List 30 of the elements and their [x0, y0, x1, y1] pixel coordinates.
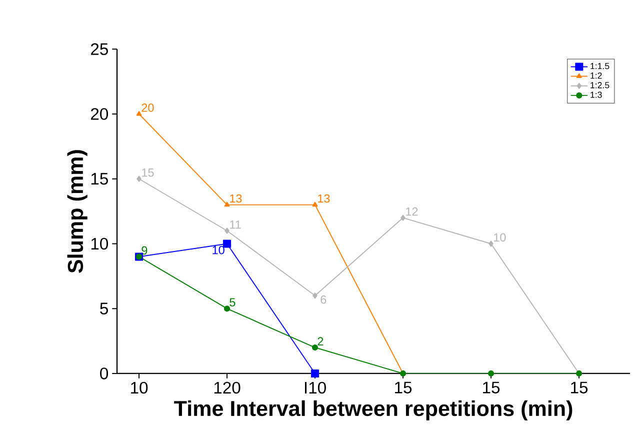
legend-label: 1:1.5	[590, 62, 610, 70]
data-label: 10	[212, 246, 224, 254]
y-axis-title: Slump (mm)	[67, 150, 88, 273]
data-label: 20	[142, 103, 154, 112]
data-label: 2	[318, 337, 324, 346]
data-label: 9	[142, 246, 148, 254]
data-label: 12	[406, 207, 418, 216]
legend-label: 1:2.5	[590, 82, 610, 88]
y-tick-label: 20	[91, 108, 108, 120]
data-label: 5	[230, 298, 236, 306]
x-axis-title: Time Interval between repetitions (min)	[174, 400, 572, 420]
y-tick-label: 25	[91, 43, 108, 55]
y-tick-label: 0	[100, 367, 108, 380]
data-label: 6	[320, 295, 326, 304]
y-tick-label: 15	[91, 172, 108, 185]
legend-label: 1:2	[590, 72, 602, 79]
x-tick-label: 10	[131, 382, 148, 394]
data-label: 10	[494, 233, 506, 242]
x-tick-label: 15	[571, 382, 588, 394]
data-label: 15	[142, 168, 154, 177]
data-label: 13	[318, 194, 330, 203]
x-tick-label: I10	[304, 382, 326, 394]
y-tick-label: 10	[91, 238, 108, 250]
x-tick-label: 120	[214, 382, 240, 394]
x-tick-label: 15	[395, 382, 412, 394]
legend-label: 1:3	[590, 92, 602, 98]
data-label: 13	[230, 194, 242, 203]
data-label: 11	[230, 220, 241, 229]
y-tick-label: 5	[100, 302, 108, 314]
x-tick-label: 15	[483, 382, 500, 394]
